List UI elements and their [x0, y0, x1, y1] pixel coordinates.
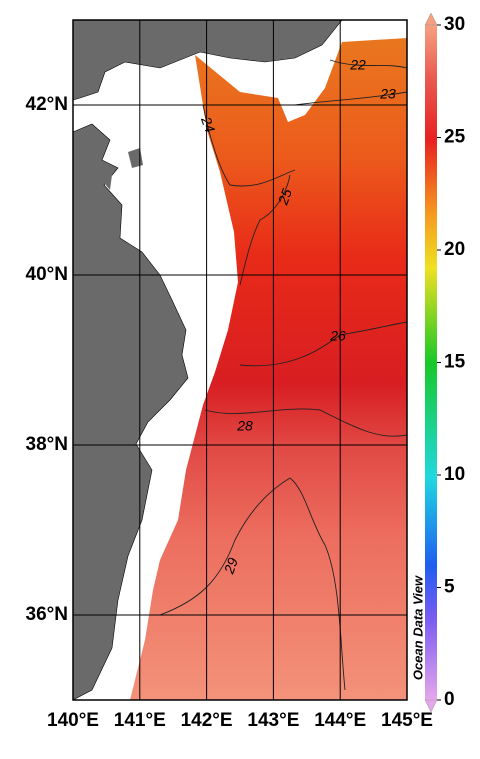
colorbar-tick-label: 25 [444, 127, 466, 148]
contour-label: 25 [274, 186, 295, 207]
contour-label: 22 [349, 57, 366, 73]
lon-tick-label: 143°E [247, 710, 299, 731]
lat-tick-label: 36°N [26, 604, 68, 625]
contour-label: 24 [198, 114, 219, 135]
lon-tick-label: 145°E [381, 710, 433, 731]
colorbar-tick-label: 10 [444, 464, 465, 485]
ocean-data [130, 38, 407, 700]
lon-tick-label: 144°E [314, 710, 366, 731]
colorbar-tick-label: 0 [444, 689, 455, 710]
lon-tick-label: 140°E [47, 710, 99, 731]
contour-label: 23 [379, 86, 396, 102]
lat-tick-label: 42°N [26, 94, 68, 115]
land [72, 123, 189, 701]
contour-label: 26 [329, 328, 346, 344]
lat-tick-label: 40°N [26, 264, 68, 285]
colorbar-tick-label: 20 [444, 239, 465, 260]
lon-tick-label: 142°E [181, 710, 233, 731]
lon-tick-label: 141°E [114, 710, 166, 731]
colorbar-tick-label: 30 [444, 14, 465, 35]
lat-tick-label: 38°N [26, 434, 68, 455]
contour-label: 29 [220, 555, 241, 576]
colorbar-cap [424, 699, 438, 713]
land [100, 175, 112, 190]
colorbar [425, 25, 437, 700]
watermark: Ocean Data View [410, 575, 425, 680]
contours [159, 59, 408, 691]
sst-field [72, 19, 408, 701]
colorbar-tick-label: 5 [444, 577, 455, 598]
colorbar-tick-label: 15 [444, 352, 466, 373]
contour-label: 28 [236, 418, 253, 434]
colorbar-cap [424, 12, 438, 26]
land [128, 148, 143, 168]
